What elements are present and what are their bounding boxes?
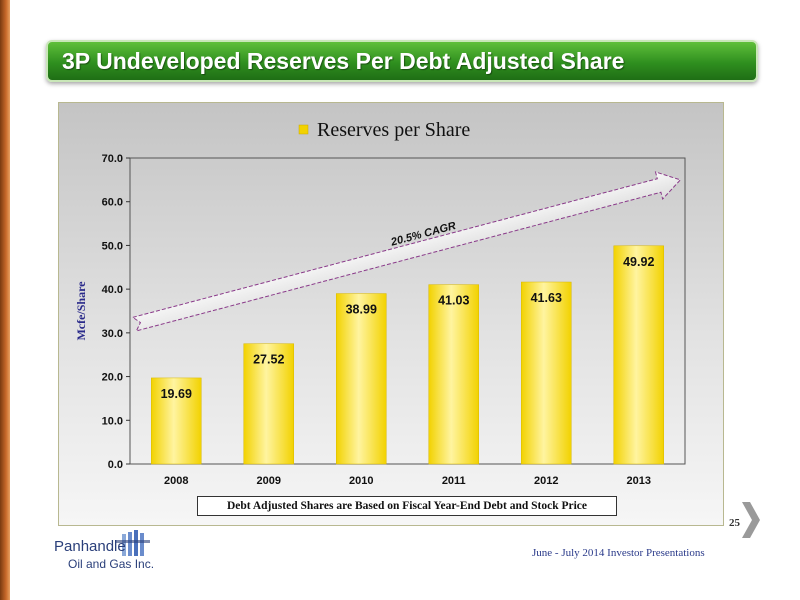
value-label-2009: 27.52	[253, 353, 284, 367]
x-tick-label: 2010	[349, 475, 373, 487]
company-logo: Panhandle Oil and Gas Inc.	[54, 530, 154, 586]
bar-2011	[428, 284, 479, 465]
chart-area: 0.0 10.0 20.0 30.0 40.0 50.0 60.0 70.0 Mcfe/Shar…	[58, 102, 724, 526]
y-tick-label: 30.0	[102, 328, 123, 340]
x-tick-label: 2012	[534, 475, 558, 487]
x-tick-label: 2011	[442, 475, 466, 487]
value-label-2011: 41.03	[438, 294, 469, 308]
y-axis-label: Mcfe/Share	[74, 281, 88, 341]
bar-chart: 0.0 10.0 20.0 30.0 40.0 50.0 60.0 70.0 Mcfe/Shar…	[74, 119, 686, 487]
value-label-2013: 49.92	[623, 255, 654, 269]
title-bar: 3P Undeveloped Reserves Per Debt Adjuste…	[46, 40, 758, 82]
logo-subtitle: Oil and Gas Inc.	[68, 557, 155, 571]
page-number: 25	[729, 517, 740, 529]
y-tick-label: 20.0	[102, 372, 123, 384]
logo-mark-icon	[116, 530, 150, 556]
legend-swatch	[298, 124, 309, 135]
chart-footnote: Debt Adjusted Shares are Based on Fiscal…	[197, 496, 617, 516]
y-tick-label: 0.0	[108, 459, 123, 471]
x-tick-label: 2013	[627, 475, 651, 487]
bar-2010	[336, 293, 387, 465]
bar-2012	[521, 281, 572, 465]
legend-label: Reserves per Share	[317, 119, 470, 141]
cagr-arrow-shape	[131, 171, 682, 332]
y-tick-label: 40.0	[102, 284, 123, 296]
next-slide-chevron-icon[interactable]	[738, 500, 762, 540]
y-tick-label: 70.0	[102, 153, 123, 165]
bar-2013	[613, 245, 664, 465]
value-label-2008: 19.69	[161, 387, 192, 401]
x-tick-label: 2009	[257, 475, 281, 487]
cagr-arrow: 20.5% CAGR	[131, 171, 682, 332]
y-tick-label: 10.0	[102, 415, 123, 427]
left-decorative-strip	[0, 0, 10, 600]
plot-area	[129, 157, 686, 465]
footer-text: June - July 2014 Investor Presentations	[532, 547, 705, 559]
y-tick-label: 60.0	[102, 197, 123, 209]
bar-2008	[151, 377, 202, 465]
value-label-2012: 41.63	[531, 291, 562, 305]
x-tick-label: 2008	[164, 475, 188, 487]
y-tick-label: 50.0	[102, 240, 123, 252]
value-label-2010: 38.99	[346, 303, 377, 317]
slide-title: 3P Undeveloped Reserves Per Debt Adjuste…	[62, 48, 625, 74]
bar-2009	[243, 343, 294, 465]
logo-name: Panhandle	[54, 538, 126, 555]
